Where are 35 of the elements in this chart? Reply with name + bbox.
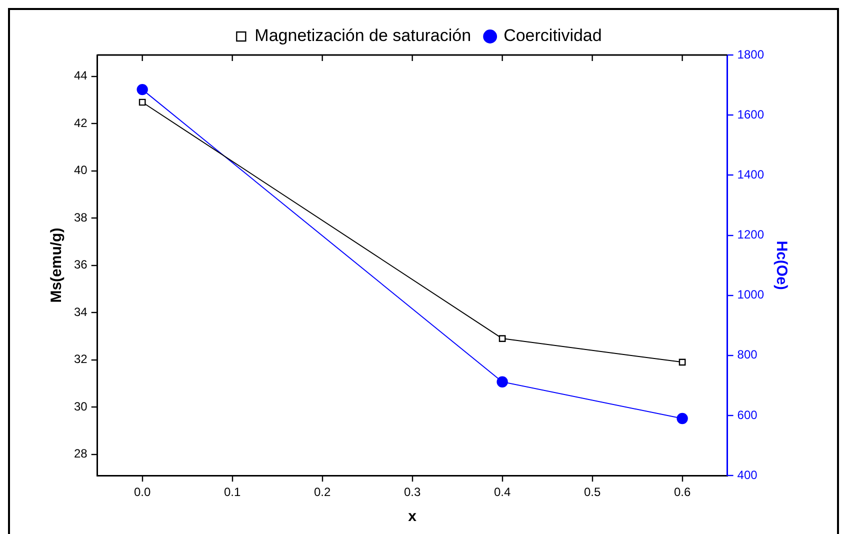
legend-label: Coercitividad xyxy=(504,26,602,46)
y-tick-label: 32 xyxy=(74,352,88,366)
y2-tick-label: 1800 xyxy=(737,47,764,62)
y2-tick-label: 1000 xyxy=(737,288,764,302)
point xyxy=(676,412,688,424)
y2-tick-label: 1200 xyxy=(737,228,764,242)
x-tick-label: 0.2 xyxy=(314,485,331,500)
y2-tick-label: 400 xyxy=(737,468,758,482)
y2-tick-label: 800 xyxy=(737,348,758,362)
point xyxy=(498,335,506,342)
y-tick-label: 38 xyxy=(74,210,88,224)
x-tick-label: 0.4 xyxy=(494,485,511,500)
y2-axis-title: Hc(Oe) xyxy=(772,240,790,290)
y-tick-label: 42 xyxy=(74,116,88,130)
y-tick-label: 44 xyxy=(74,68,88,83)
y2-tick-label: 1400 xyxy=(737,167,764,182)
point xyxy=(678,358,686,366)
x-tick-label: 0.6 xyxy=(674,485,691,500)
y-tick-label: 34 xyxy=(74,304,88,319)
x-tick-label: 0.5 xyxy=(584,485,601,500)
y-tick-label: 30 xyxy=(74,399,88,414)
x-axis-title: x xyxy=(408,508,418,526)
y2-tick-label: 600 xyxy=(737,408,758,422)
y2-tick-label: 1600 xyxy=(737,107,764,122)
y-tick-label: 40 xyxy=(74,163,88,178)
point xyxy=(138,98,146,106)
y-tick-label: 28 xyxy=(74,446,88,461)
legend-label: Magnetización de saturación xyxy=(254,26,472,46)
x-tick-label: 0.3 xyxy=(404,485,421,500)
y-axis-title: Ms(emu/g) xyxy=(48,228,66,303)
point xyxy=(496,376,508,388)
x-tick-label: 0.0 xyxy=(134,485,152,500)
point xyxy=(136,84,148,96)
y-tick-label: 36 xyxy=(74,258,88,272)
x-tick-label: 0.1 xyxy=(224,485,242,500)
